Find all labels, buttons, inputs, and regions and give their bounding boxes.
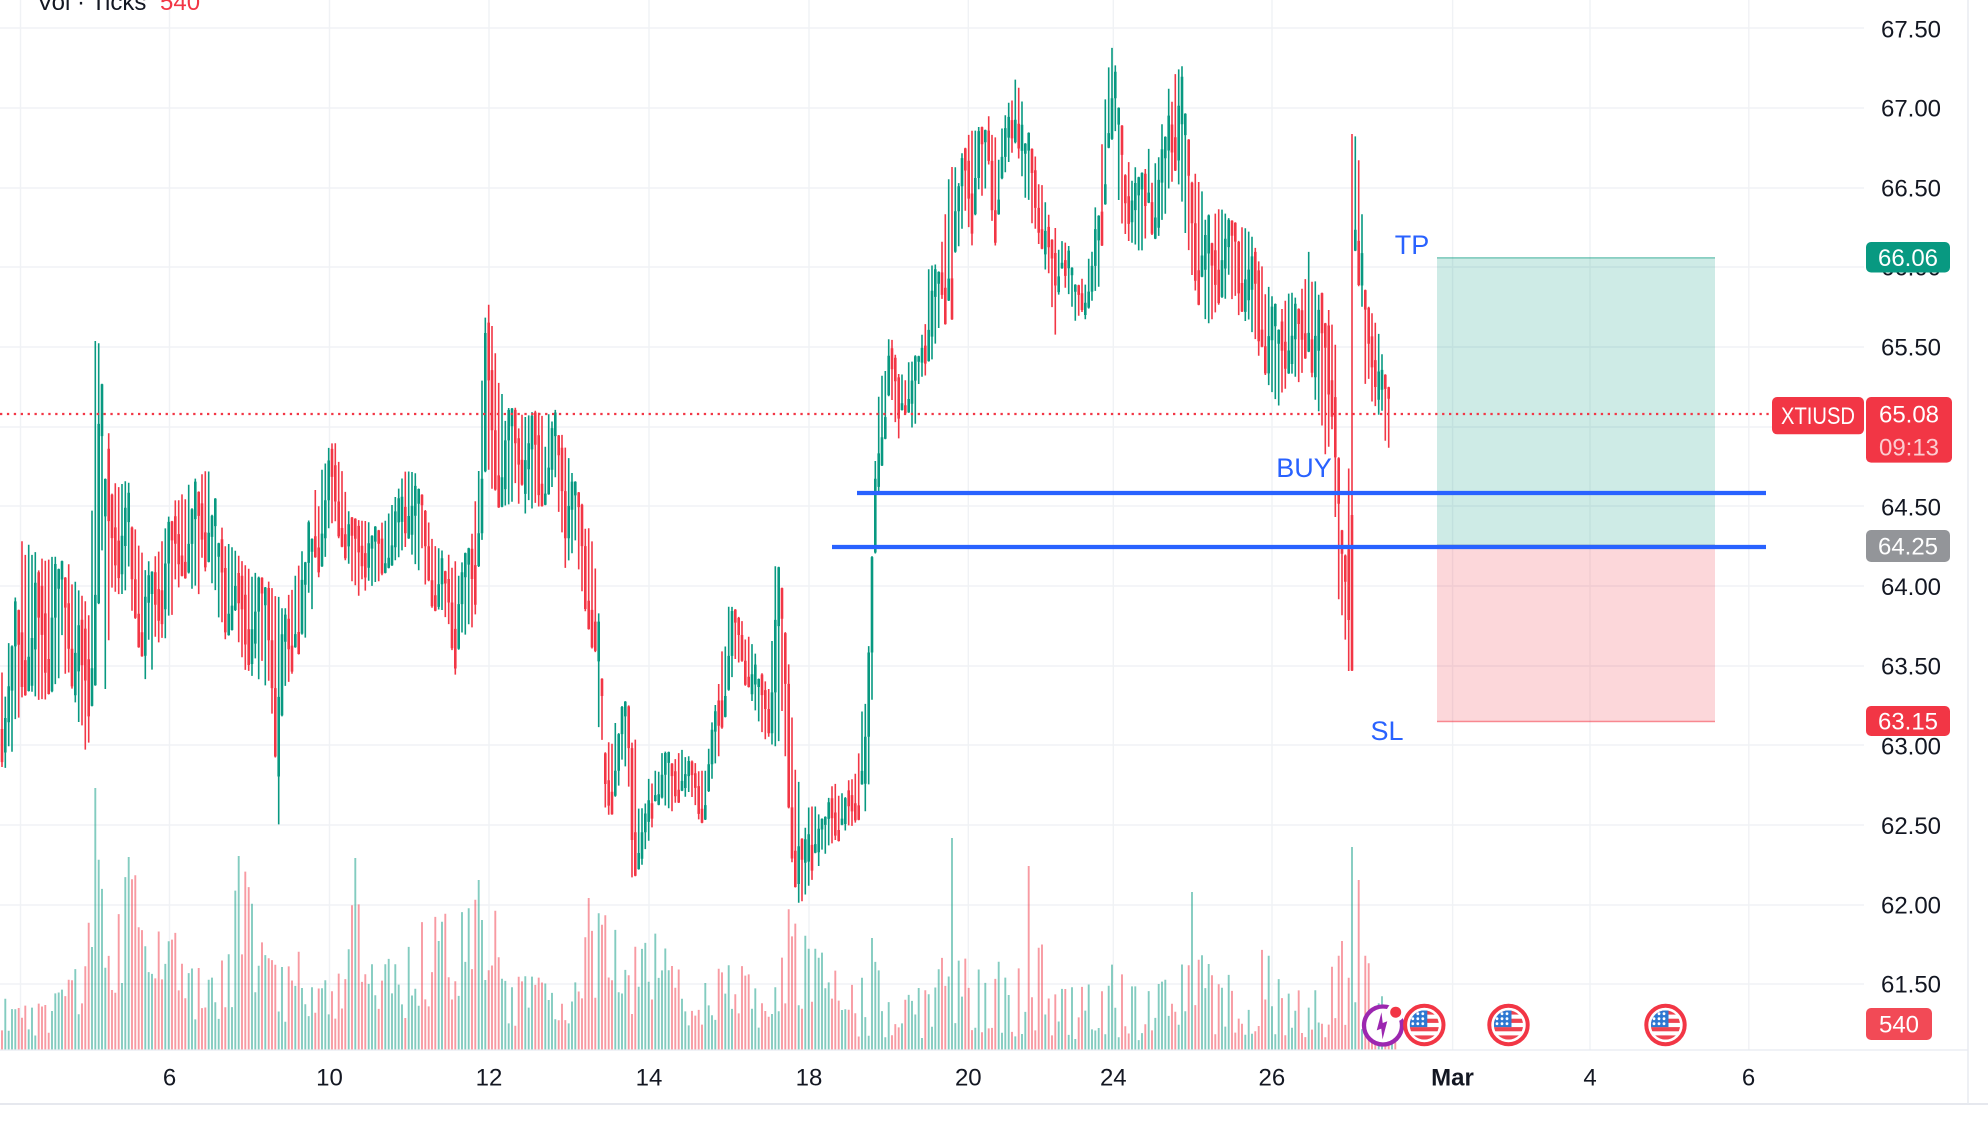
svg-text:63.00: 63.00 <box>1881 734 1941 761</box>
svg-text:Mar: Mar <box>1431 1065 1474 1092</box>
svg-text:540: 540 <box>160 0 200 16</box>
svg-text:66.50: 66.50 <box>1881 176 1941 203</box>
svg-text:62.00: 62.00 <box>1881 893 1941 920</box>
svg-text:4: 4 <box>1583 1065 1596 1092</box>
svg-text:09:13: 09:13 <box>1879 435 1939 462</box>
svg-text:XTIUSD: XTIUSD <box>1781 403 1855 430</box>
svg-text:10: 10 <box>316 1065 343 1092</box>
svg-text:TP: TP <box>1395 230 1430 260</box>
svg-text:Vol · Ticks: Vol · Ticks <box>37 0 146 16</box>
svg-text:67.00: 67.00 <box>1881 96 1941 123</box>
svg-text:62.50: 62.50 <box>1881 813 1941 840</box>
svg-text:20: 20 <box>955 1065 982 1092</box>
svg-text:SL: SL <box>1370 716 1403 746</box>
svg-text:64.00: 64.00 <box>1881 574 1941 601</box>
svg-text:63.15: 63.15 <box>1878 709 1938 736</box>
svg-text:540: 540 <box>1879 1012 1919 1039</box>
svg-text:67.50: 67.50 <box>1881 17 1941 44</box>
svg-text:14: 14 <box>636 1065 663 1092</box>
svg-text:18: 18 <box>796 1065 823 1092</box>
svg-text:6: 6 <box>163 1065 176 1092</box>
svg-text:BUY: BUY <box>1276 453 1332 483</box>
svg-text:61.50: 61.50 <box>1881 972 1941 999</box>
svg-text:64.50: 64.50 <box>1881 495 1941 522</box>
svg-text:65.08: 65.08 <box>1879 402 1939 429</box>
svg-text:24: 24 <box>1100 1065 1127 1092</box>
svg-text:64.25: 64.25 <box>1878 534 1938 561</box>
svg-text:6: 6 <box>1742 1065 1755 1092</box>
svg-text:66.06: 66.06 <box>1878 245 1938 272</box>
svg-text:12: 12 <box>476 1065 503 1092</box>
svg-text:65.50: 65.50 <box>1881 335 1941 362</box>
svg-text:26: 26 <box>1259 1065 1286 1092</box>
svg-text:63.50: 63.50 <box>1881 654 1941 681</box>
